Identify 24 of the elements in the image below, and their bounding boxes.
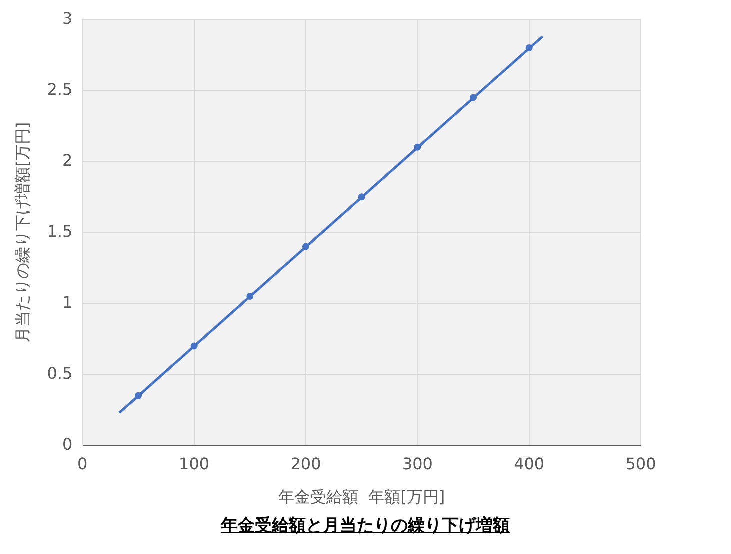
point (414, 144, 422, 151)
y-tick-label: 2.5 (47, 80, 73, 99)
y-axis-title: 月当たりの繰り下げ増額[万円] (12, 122, 32, 343)
y-tick-label: 0 (62, 434, 73, 454)
x-tick-label: 200 (290, 454, 322, 474)
point (190, 342, 198, 350)
y-tick-label: 2 (62, 150, 73, 170)
point (526, 44, 533, 52)
x-tick-label: 400 (514, 454, 545, 474)
point (246, 293, 254, 300)
text: 年金受給額と月当たりの繰り下げ増額 (220, 515, 511, 537)
y-tick-label: 1 (62, 292, 73, 312)
x-tick-label: 500 (626, 454, 656, 474)
x-tick-label: 300 (402, 454, 433, 474)
point (302, 243, 310, 250)
point (470, 94, 477, 102)
x-tick-label: 100 (179, 454, 210, 474)
point (134, 392, 142, 400)
point (358, 194, 366, 201)
y-tick-label: 0.5 (47, 364, 73, 383)
y-tick-label: 1.5 (47, 222, 73, 241)
y-tick-label: 3 (62, 8, 73, 28)
x-axis-title: 年金受給額 年額[万円] (278, 488, 446, 507)
x-tick-label: 0 (78, 454, 88, 474)
